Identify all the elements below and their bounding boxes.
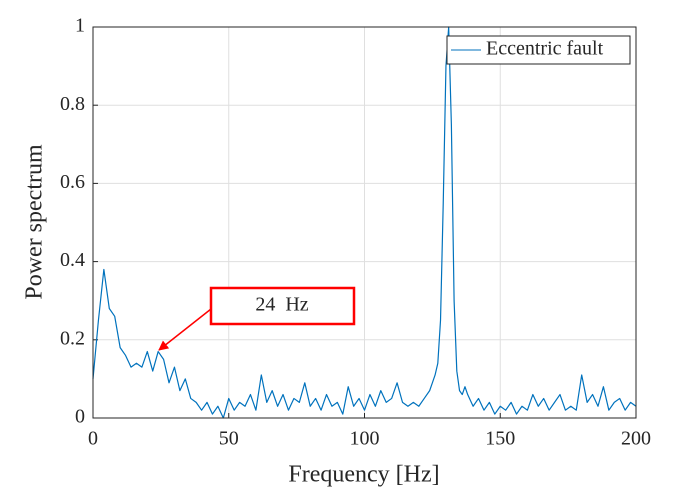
x-tick-label: 100 [350, 428, 380, 450]
annotation-box [209, 286, 356, 326]
x-tick-label: 50 [219, 428, 239, 450]
y-tick-label: 0.8 [60, 93, 85, 115]
x-axis-label: Frequency [Hz] [288, 462, 439, 488]
line-series [92, 26, 637, 419]
y-tick-label: 0 [75, 406, 85, 428]
legend-label: Eccentric fault [486, 38, 604, 60]
x-tick-label: 0 [88, 428, 98, 450]
x-tick-label: 200 [621, 428, 651, 450]
plot-frame [92, 26, 637, 419]
y-tick-label: 0.6 [60, 171, 85, 193]
y-axis-label: Power spectrum [22, 144, 48, 300]
y-tick-label: 1 [75, 15, 85, 37]
annotation-arrow [158, 308, 212, 351]
x-tick-label: 150 [485, 428, 515, 450]
y-tick-label: 0.4 [60, 249, 85, 271]
annotation-text: 24 Hz [255, 294, 308, 316]
y-tick-label: 0.2 [60, 327, 85, 349]
